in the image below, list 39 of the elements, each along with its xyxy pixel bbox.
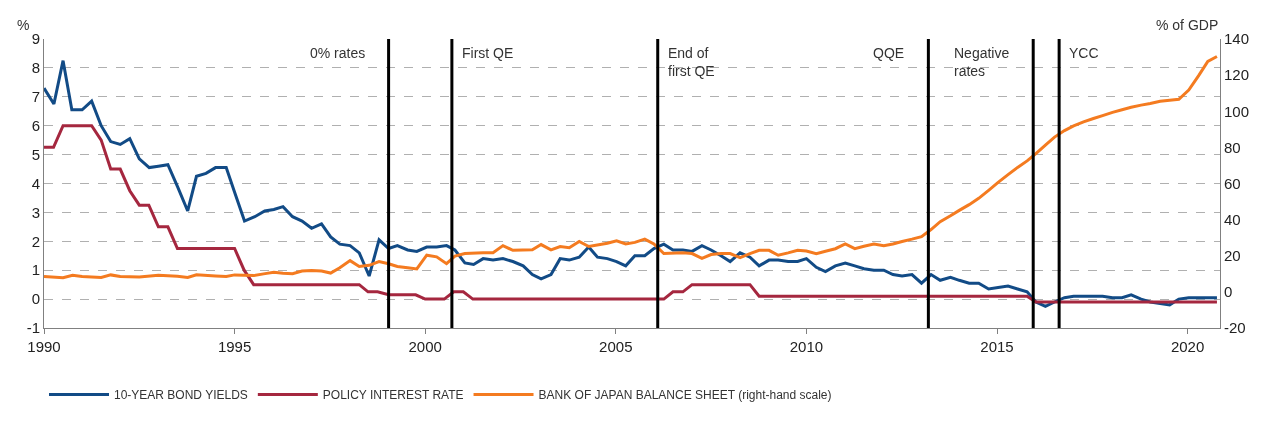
- y2-tick-label: 80: [1224, 138, 1241, 156]
- y-tick-label: 7: [31, 88, 40, 106]
- ref-line-label: First QE: [462, 45, 514, 61]
- y-tick-label: 9: [31, 30, 40, 48]
- y2-tick-label: 40: [1224, 210, 1241, 228]
- legend-label: 10-YEAR BOND YIELDS: [114, 388, 248, 403]
- legend-label: POLICY INTEREST RATE: [322, 388, 464, 403]
- y-tick-label: 5: [31, 145, 40, 163]
- x-tick-label: 2020: [1170, 338, 1205, 355]
- ref-line-label: QQE: [873, 45, 905, 61]
- ref-line-label: 0% rates: [310, 45, 366, 61]
- x-tick-label: 2015: [980, 338, 1014, 355]
- y2-tick-label: 0: [1224, 283, 1233, 301]
- x-tick-label: 2005: [599, 338, 633, 355]
- y-tick-label: 4: [31, 174, 40, 192]
- y2-tick-label: 100: [1224, 102, 1250, 120]
- x-tick-label: 2010: [789, 338, 824, 355]
- y2-tick-label: 60: [1224, 174, 1241, 192]
- line-series: [44, 124, 1219, 304]
- y2-tick-label: 120: [1224, 66, 1250, 84]
- y-tick-label: 1: [31, 261, 40, 279]
- ref-line-label: End of first QE: [668, 45, 715, 80]
- y-tick-label: 8: [31, 59, 40, 77]
- y-tick-label: -1: [26, 319, 40, 337]
- y2-axis-title: % of GDP: [1156, 17, 1219, 33]
- y-axis-title: %: [17, 17, 30, 33]
- y-tick-label: 0: [31, 290, 40, 308]
- y-tick-label: 3: [31, 203, 40, 221]
- ref-line-label: YCC: [1069, 45, 1099, 61]
- y2-tick-label: 20: [1224, 247, 1241, 264]
- y-tick-label: 6: [31, 116, 40, 134]
- x-tick-label: 1995: [217, 338, 252, 355]
- y-tick-label: 2: [31, 232, 40, 250]
- x-tick-label: 1990: [27, 338, 61, 355]
- legend-label: BANK OF JAPAN BALANCE SHEET (right-hand scale): [538, 388, 832, 403]
- x-tick-label: 2000: [408, 338, 442, 355]
- ref-line-label: Negative rates: [954, 45, 1010, 80]
- y2-tick-label: -20: [1224, 319, 1246, 337]
- y2-tick-label: 140: [1224, 30, 1250, 48]
